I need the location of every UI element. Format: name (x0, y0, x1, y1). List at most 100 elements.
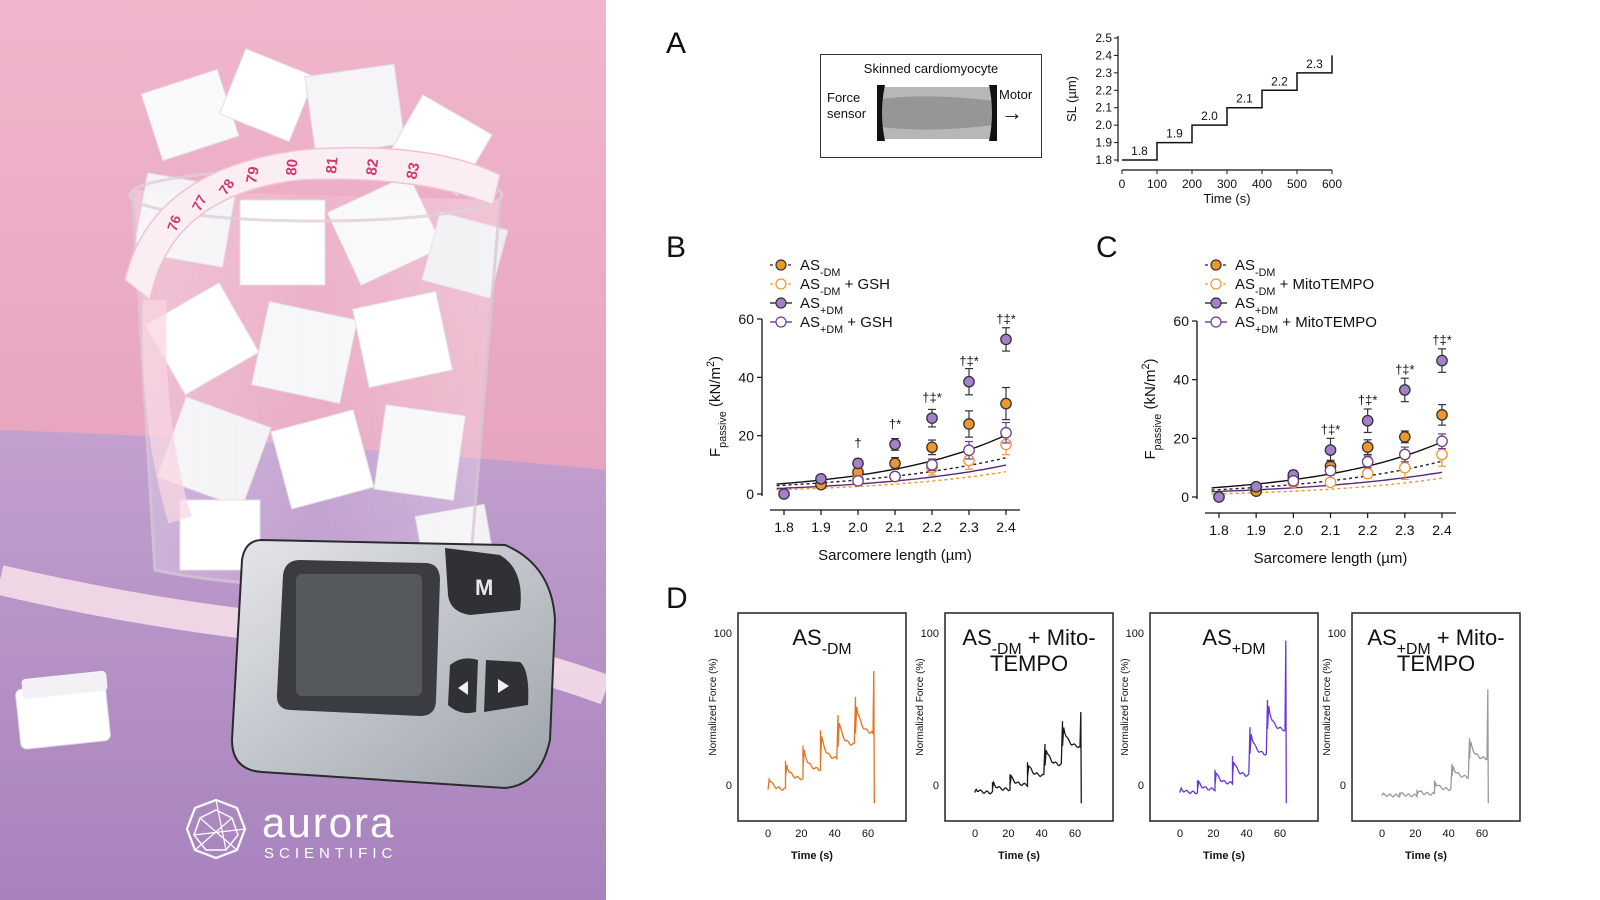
y-axis-title-part: (kN/m (707, 367, 724, 411)
x-axis-title: Sarcomere length (µm) (1254, 550, 1408, 567)
trace-y-tick-label: 0 (933, 780, 939, 792)
legend-label-part: -DM (820, 267, 840, 279)
legend-label-part: AS (800, 257, 820, 274)
panel-letter-b: B (666, 231, 686, 264)
data-point-as_minus (1361, 441, 1374, 453)
trace-x-tick-label: 60 (862, 828, 874, 840)
x-tick-label: 300 (1217, 177, 1237, 191)
trace-x-tick-label: 40 (1241, 828, 1253, 840)
data-point-as_plus (778, 488, 790, 500)
legend-marker (775, 297, 787, 309)
data-point-as_plus_open (1324, 464, 1337, 477)
trace-y-axis-title: Normalized Force (%) (1322, 658, 1333, 755)
chart-a-sl-protocol: 0 100 200 300 400 500 600 1.8 1.9 2.0 2.1 2.2 2.3 2.4… (1064, 31, 1342, 206)
step-label: 1.8 (1131, 144, 1148, 158)
y-axis-title-part: 2 (705, 361, 717, 367)
data-point-as_plus (852, 457, 864, 470)
data-point-as_minus (926, 441, 938, 454)
trace-y-tick-label: 0 (1138, 780, 1144, 792)
legend-label-part: +DM (820, 305, 843, 317)
trace-title-part: AS (792, 625, 821, 650)
y-axis-title-part: passive (717, 411, 729, 448)
significance-marker: †‡* (959, 354, 979, 369)
legend-label-part: +DM (1255, 305, 1278, 317)
chart-c-passive-force-mitotempo: 0 20 40 60 1.8 1.9 2.0 2.1 2.2 2.3 2.4 Sarcomere le… (1140, 257, 1456, 567)
x-axis-title: Sarcomere length (µm) (818, 547, 972, 564)
x-tick-label: 200 (1182, 177, 1202, 191)
x-tick-label: 1.9 (1246, 522, 1266, 538)
x-tick-label: 2.4 (1432, 522, 1452, 538)
trace-panel: AS-DM + Mito-TEMPO Normalized Force (%) 0 1… (915, 612, 1114, 862)
trace-title: AS-DM (792, 625, 851, 658)
legend-label-part: -DM (1255, 267, 1275, 279)
data-point-as_minus_open (1436, 448, 1448, 461)
step-label: 2.3 (1306, 57, 1323, 71)
data-point-as_minus (1000, 397, 1012, 410)
data-point-as_minus (889, 457, 901, 470)
legend-label: AS-DM (1235, 257, 1275, 279)
glucose-meter-photo: 76 77 78 79 80 81 82 83 M (0, 0, 606, 900)
trace-x-tick-label: 20 (1207, 828, 1219, 840)
tape-number: 82 (363, 158, 382, 177)
y-axis-title-part: (kN/m (1142, 370, 1159, 414)
legend-label-part: AS (1235, 314, 1255, 331)
y-tick-label: 2.0 (1095, 118, 1112, 132)
x-tick-label: 600 (1322, 177, 1342, 191)
y-axis-title-part: F (1142, 450, 1159, 459)
data-point-as_plus (1250, 480, 1263, 493)
motor-label: Motor (999, 87, 1033, 102)
trace-panel: AS-DM Normalized Force (%) 0 100 0 20 40 60 Time… (708, 612, 907, 862)
data-point-as_minus_open (1361, 467, 1374, 480)
data-point-as_plus_open (1287, 475, 1300, 487)
force-sensor-clamp (877, 85, 885, 141)
legend-label: AS-DM (800, 257, 840, 279)
legend-label-part: +DM (1255, 324, 1278, 336)
x-tick-label: 2.0 (848, 519, 868, 535)
legend-label-part: AS (1235, 295, 1255, 312)
sl-step-protocol-line (1122, 55, 1333, 161)
data-point-as_plus (963, 375, 975, 388)
x-tick-label: 2.2 (922, 519, 942, 535)
data-point-as_plus (1436, 354, 1448, 367)
x-tick-label: 2.4 (996, 519, 1016, 535)
data-point-as_minus (963, 418, 975, 430)
step-label: 2.0 (1201, 109, 1218, 123)
data-point-as_plus (1361, 414, 1374, 427)
fit-curve-as_minus_open (1211, 477, 1443, 495)
trace-x-tick-label: 60 (1274, 828, 1286, 840)
data-point-as_plus_open (1398, 448, 1411, 461)
y-tick-label: 20 (1173, 430, 1189, 446)
motor-arrow-icon: → (1001, 100, 1023, 125)
trace-panel-frame (737, 612, 907, 822)
trace-x-axis-title: Time (s) (1405, 850, 1447, 862)
significance-marker: †‡* (922, 390, 942, 405)
legend-label-part: + MitoTEMPO (1278, 314, 1377, 331)
x-axis-title: Time (s) (1203, 191, 1250, 206)
trace-title-part: AS (1367, 625, 1396, 650)
legend-marker (775, 278, 787, 290)
trace-panel: AS+DM Normalized Force (%) 0 100 0 20 40 60 Time… (1120, 612, 1319, 862)
data-point-as_plus (1324, 444, 1337, 456)
force-trace-line (767, 670, 875, 804)
x-tick-label: 1.8 (1209, 522, 1229, 538)
force-trace-line (1381, 689, 1489, 804)
legend-label: AS+DM + MitoTEMPO (1235, 314, 1377, 336)
trace-title: AS+DM + Mito- (1367, 625, 1504, 658)
tape-number: 76 (164, 213, 184, 233)
trace-title-part: + Mito- (1431, 625, 1505, 650)
chart-b-passive-force-gsh: 0 20 40 60 1.8 1.9 2.0 2.1 2.2 2.3 2.4 Sarcomere le… (705, 257, 1020, 564)
data-point-as_plus (889, 438, 901, 451)
tape-number: 81 (323, 156, 341, 174)
x-tick-label: 1.9 (811, 519, 831, 535)
data-point-as_plus_open (926, 458, 938, 471)
legend-label-part: +DM (820, 324, 843, 336)
x-tick-label: 2.0 (1284, 522, 1304, 538)
y-tick-label: 2.3 (1095, 66, 1112, 80)
data-point-as_plus (926, 412, 938, 425)
y-tick-label: 0 (1181, 489, 1189, 505)
data-point-as_minus_open (1398, 461, 1411, 474)
data-point-as_plus_open (1000, 426, 1012, 439)
force-trace-line (974, 711, 1082, 804)
